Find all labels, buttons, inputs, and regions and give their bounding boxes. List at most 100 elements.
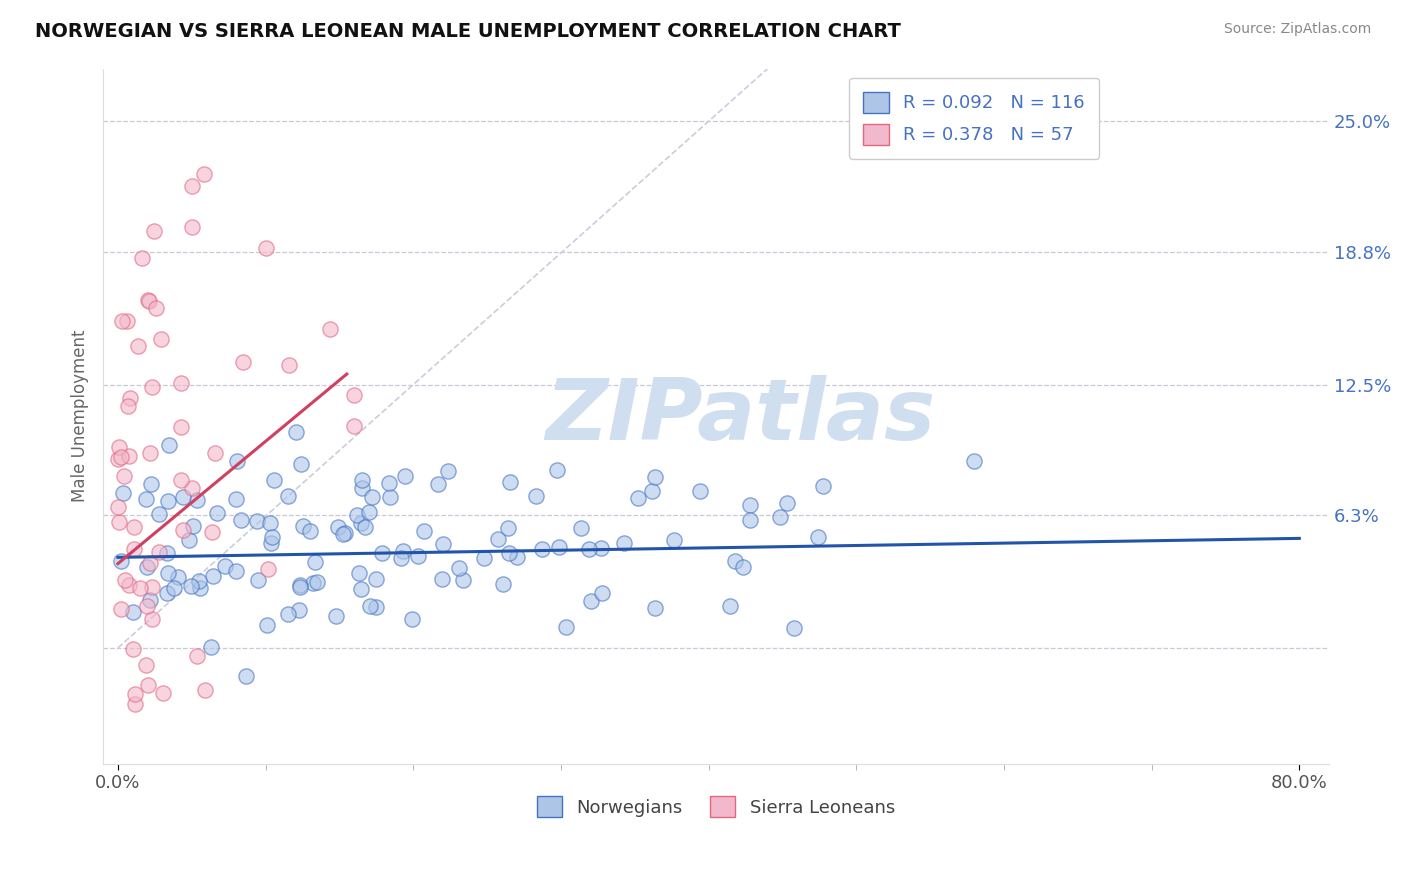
Point: [138, 293, 160, 308]
Point: [124, 697, 146, 711]
Point: [141, 580, 163, 594]
Point: [170, 793, 193, 807]
Point: [257, 562, 280, 576]
Point: [360, 490, 382, 504]
Point: [186, 648, 208, 663]
Point: [343, 388, 366, 402]
Point: [118, 391, 141, 405]
Point: [591, 541, 613, 555]
Point: [548, 540, 571, 554]
Point: [107, 441, 129, 455]
Point: [136, 599, 159, 614]
Point: [214, 558, 236, 573]
Point: [180, 179, 202, 194]
Point: [131, 251, 153, 265]
Point: [343, 418, 366, 433]
Point: [546, 463, 568, 477]
Point: [277, 358, 299, 372]
Point: [392, 544, 415, 558]
Point: [571, 521, 593, 535]
Point: [111, 314, 134, 328]
Point: [225, 491, 247, 506]
Point: [291, 519, 314, 533]
Point: [260, 536, 283, 550]
Point: [172, 491, 194, 505]
Point: [202, 568, 225, 582]
Point: [430, 572, 453, 586]
Point: [141, 612, 163, 626]
Point: [170, 420, 193, 434]
Point: [578, 542, 600, 557]
Point: [163, 581, 186, 595]
Point: [181, 519, 204, 533]
Point: [260, 531, 283, 545]
Point: [350, 481, 373, 495]
Point: [496, 520, 519, 534]
Point: [432, 537, 454, 551]
Point: [127, 339, 149, 353]
Point: [371, 546, 394, 560]
Point: [247, 573, 270, 587]
Point: [436, 464, 458, 478]
Point: [689, 484, 711, 499]
Point: [112, 468, 135, 483]
Point: [107, 452, 129, 467]
Point: [225, 564, 247, 578]
Point: [366, 599, 388, 614]
Point: [141, 380, 163, 394]
Point: [524, 489, 547, 503]
Point: [391, 550, 413, 565]
Point: [350, 582, 373, 596]
Point: [110, 602, 132, 616]
Point: [204, 446, 226, 460]
Point: [263, 473, 285, 487]
Point: [139, 477, 162, 491]
Point: [731, 559, 754, 574]
Point: [325, 609, 347, 624]
Point: [108, 515, 131, 529]
Point: [326, 520, 349, 534]
Point: [413, 524, 436, 538]
Point: [401, 612, 423, 626]
Point: [170, 473, 193, 487]
Point: [290, 457, 312, 471]
Point: [579, 594, 602, 608]
Point: [346, 508, 368, 523]
Point: [110, 554, 132, 568]
Point: [124, 542, 146, 557]
Point: [406, 549, 429, 563]
Point: [122, 520, 145, 534]
Point: [288, 603, 311, 617]
Point: [190, 581, 212, 595]
Point: [807, 530, 830, 544]
Point: [181, 219, 204, 234]
Point: [180, 579, 202, 593]
Point: [200, 640, 222, 654]
Point: [179, 533, 201, 548]
Point: [718, 599, 741, 614]
Point: [352, 473, 374, 487]
Point: [235, 668, 257, 682]
Point: [138, 446, 160, 460]
Point: [394, 469, 416, 483]
Point: [350, 516, 373, 530]
Point: [664, 533, 686, 547]
Point: [304, 555, 326, 569]
Point: [115, 314, 138, 328]
Point: [152, 685, 174, 699]
Point: [724, 554, 747, 568]
Point: [288, 578, 311, 592]
Point: [783, 621, 806, 635]
Y-axis label: Male Unemployment: Male Unemployment: [72, 330, 89, 502]
Point: [591, 585, 613, 599]
Point: [498, 546, 520, 560]
Point: [298, 524, 321, 538]
Point: [492, 577, 515, 591]
Point: [333, 525, 356, 540]
Point: [187, 574, 209, 588]
Point: [145, 301, 167, 315]
Point: [963, 454, 986, 468]
Point: [193, 167, 215, 181]
Point: [170, 376, 193, 391]
Point: [128, 581, 150, 595]
